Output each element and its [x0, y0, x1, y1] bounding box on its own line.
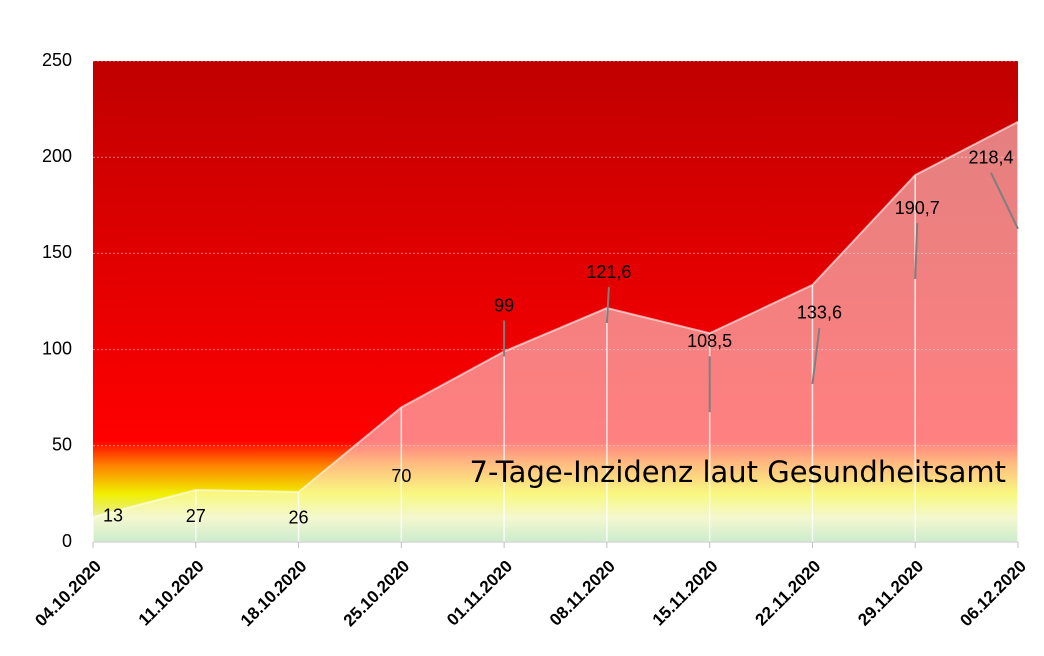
data-label: 108,5: [687, 331, 732, 351]
data-label: 27: [186, 506, 206, 526]
leader-line: [605, 286, 610, 324]
x-tick-label: 29.11.2020: [854, 557, 927, 630]
data-label: 190,7: [895, 198, 940, 218]
x-tick-label: 06.12.2020: [956, 557, 1030, 631]
data-label: 133,6: [797, 303, 842, 323]
y-tick-label: 150: [42, 242, 72, 262]
leader-line: [990, 172, 1019, 230]
x-tick-label: 11.10.2020: [135, 557, 208, 630]
data-label: 218,4: [968, 148, 1013, 168]
data-label: 70: [391, 466, 411, 486]
x-tick-label: 22.11.2020: [752, 557, 825, 630]
leader-line: [811, 327, 821, 385]
y-tick-label: 250: [42, 50, 72, 70]
leader-line: [914, 223, 919, 280]
area: [93, 121, 1018, 542]
y-tick-label: 100: [42, 338, 72, 358]
data-label: 121,6: [586, 262, 631, 282]
x-tick-label: 08.11.2020: [546, 557, 619, 630]
area-line: [92, 120, 1019, 518]
y-tick-label: 200: [42, 146, 72, 166]
x-tick-label: 01.11.2020: [443, 557, 516, 630]
x-tick-label: 25.10.2020: [340, 557, 414, 631]
data-label: 99: [494, 295, 514, 315]
y-tick-label: 50: [52, 435, 72, 455]
y-tick-label: 0: [62, 531, 72, 551]
annotation: 7-Tage-Inzidenz laut Gesundheitsamt: [470, 455, 1006, 489]
data-label: 26: [289, 508, 309, 528]
x-tick-label: 15.11.2020: [649, 557, 722, 630]
x-tick-label: 18.10.2020: [237, 557, 311, 631]
data-label: 13: [103, 506, 123, 526]
x-tick-label: 04.10.2020: [31, 557, 105, 631]
